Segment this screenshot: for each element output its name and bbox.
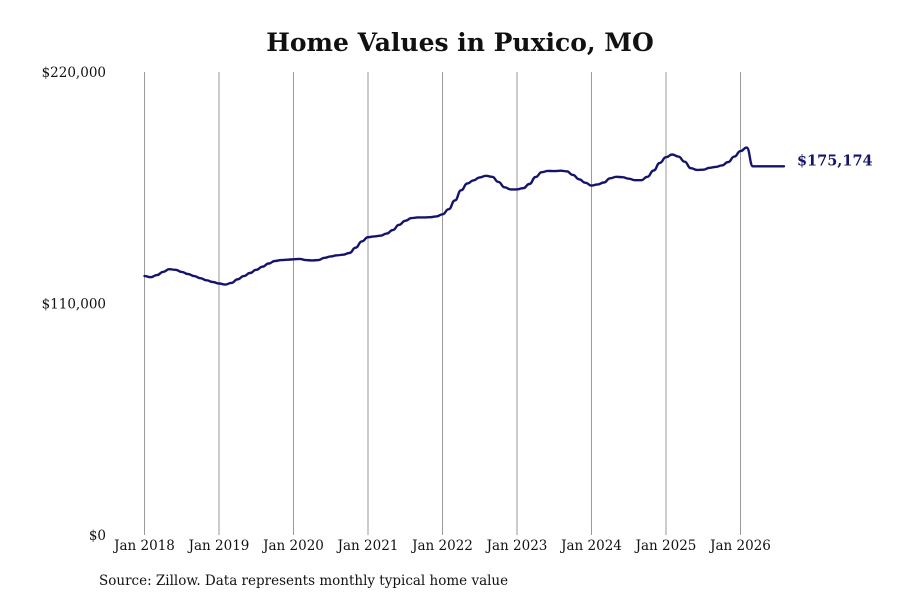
x-tick-label: Jan 2022 [410, 538, 473, 554]
x-tick-label: Jan 2024 [559, 538, 622, 554]
x-tick-label: Jan 2026 [708, 538, 771, 554]
x-tick-label: Jan 2021 [336, 538, 399, 554]
series-line [143, 146, 786, 286]
end-label-layer: $175,174 [797, 152, 873, 169]
y-axis-tick-labels: $0 $110,000 $220,000 [42, 65, 106, 544]
x-tick-label: Jan 2019 [187, 538, 250, 554]
y-tick-label: $0 [89, 528, 106, 544]
x-axis-tick-labels: Jan 2018 Jan 2019 Jan 2020 Jan 2021 Jan 2022… [112, 538, 771, 554]
x-tick-label: Jan 2025 [634, 538, 697, 554]
series-layer [143, 146, 786, 286]
y-tick-label: $220,000 [42, 65, 106, 81]
y-tick-label: $110,000 [42, 297, 106, 313]
source-note: Source: Zillow. Data represents monthly … [99, 573, 509, 589]
end-value-label: $175,174 [797, 152, 873, 169]
vertical-gridlines [144, 72, 741, 535]
x-tick-label: Jan 2018 [112, 538, 175, 554]
x-tick-label: Jan 2020 [261, 538, 324, 554]
x-tick-label: Jan 2023 [485, 538, 548, 554]
chart-title: Home Values in Puxico, MO [266, 28, 654, 57]
